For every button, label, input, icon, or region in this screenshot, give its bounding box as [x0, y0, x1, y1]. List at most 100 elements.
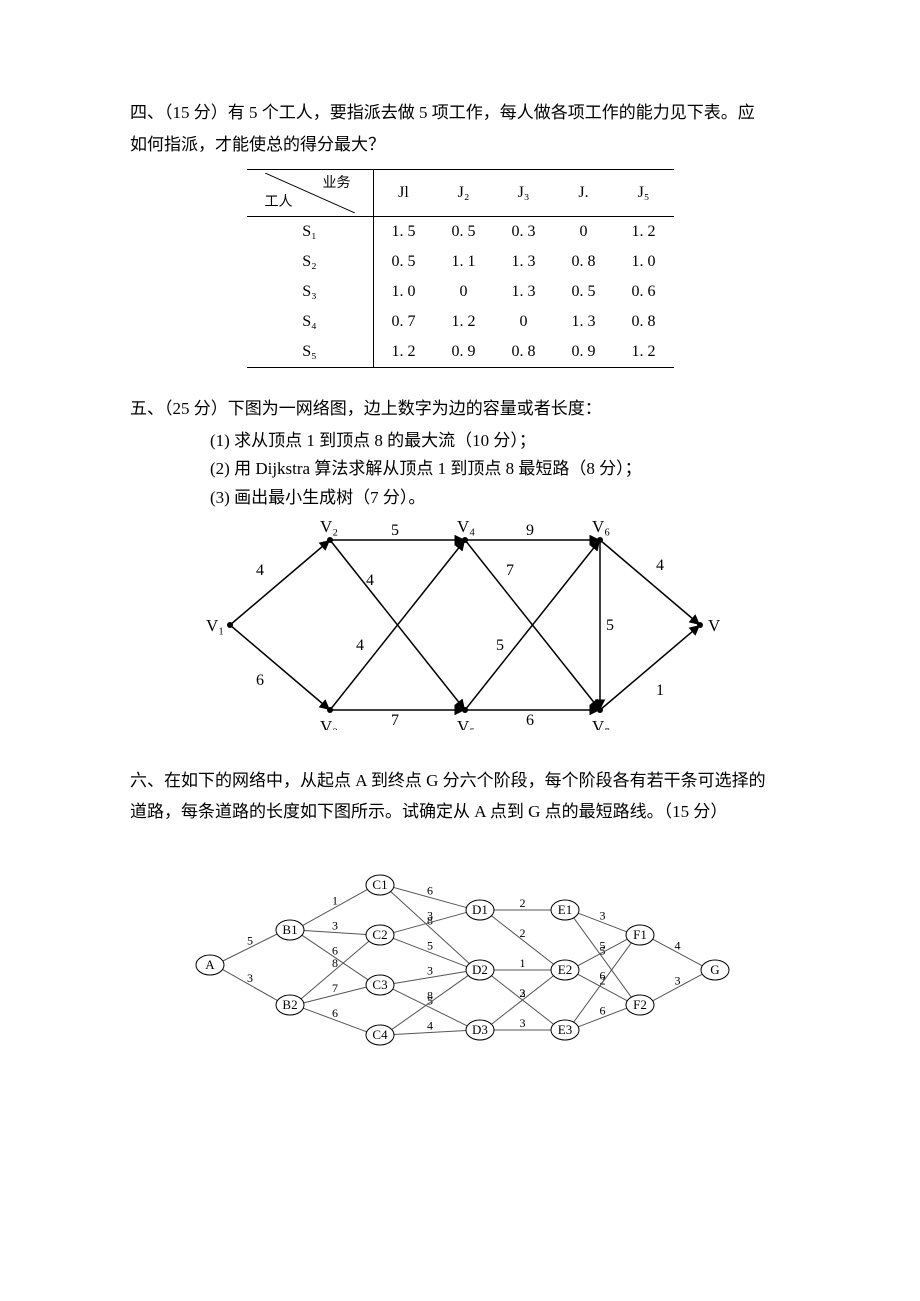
svg-text:2: 2 — [520, 896, 526, 910]
table-row: S₅1. 20. 90. 80. 91. 2 — [247, 337, 674, 368]
table-header-row: 业务 工人 Jl J₂ J₃ J. J₅ — [247, 170, 674, 217]
cell: 1. 2 — [614, 217, 674, 248]
row-label: S₂ — [247, 247, 374, 277]
diag-header-cell: 业务 工人 — [265, 173, 355, 213]
cell: 0. 7 — [373, 307, 434, 337]
svg-text:3: 3 — [675, 973, 681, 987]
svg-text:6: 6 — [600, 968, 606, 982]
svg-text:4: 4 — [356, 637, 364, 654]
svg-text:1: 1 — [656, 682, 664, 699]
cell: 0. 8 — [494, 337, 554, 368]
cell: 1. 2 — [614, 337, 674, 368]
svg-text:7: 7 — [391, 712, 399, 729]
col-head: J₃ — [494, 170, 554, 217]
svg-text:3: 3 — [427, 963, 433, 977]
table-row: S₄0. 71. 201. 30. 8 — [247, 307, 674, 337]
q6-graph: 531368766835358422123335526643AB1B2C1C2C… — [180, 855, 740, 1065]
table-row: S₁1. 50. 50. 301. 2 — [247, 217, 674, 248]
q6-prompt-1: 六、在如下的网络中，从起点 A 到终点 G 分六个阶段，每个阶段各有若干条可选择… — [130, 768, 790, 794]
svg-text:3: 3 — [520, 1016, 526, 1030]
cell: 1. 2 — [434, 307, 494, 337]
svg-text:D2: D2 — [472, 962, 488, 977]
q5-sublist: (1) 求从顶点 1 到顶点 8 的最大流（10 分）； (2) 用 Dijks… — [210, 428, 790, 511]
cell: 0. 8 — [554, 247, 614, 277]
cell: 1. 3 — [554, 307, 614, 337]
svg-text:E2: E2 — [558, 962, 572, 977]
cell: 0. 3 — [494, 217, 554, 248]
col-head: Jl — [373, 170, 434, 217]
svg-text:6: 6 — [256, 672, 264, 689]
cell: 1. 3 — [494, 277, 554, 307]
svg-text:6: 6 — [427, 883, 433, 897]
cell: 0. 5 — [373, 247, 434, 277]
row-label: S₄ — [247, 307, 374, 337]
svg-text:V₄: V₄ — [457, 520, 475, 536]
svg-text:5: 5 — [391, 522, 399, 539]
svg-text:V₁: V₁ — [206, 616, 224, 635]
svg-text:6: 6 — [332, 1006, 338, 1020]
svg-text:5: 5 — [247, 933, 253, 947]
cell: 1. 3 — [494, 247, 554, 277]
cell: 1. 0 — [373, 277, 434, 307]
q4-prompt-1: 四、（15 分）有 5 个工人，要指派去做 5 项工作，每人做各项工作的能力见下… — [130, 100, 790, 126]
q5-graph-wrap: 4654479756541V₁V₂V₃V₄V₅V₆V₇V₈ — [130, 520, 790, 738]
svg-text:8: 8 — [427, 988, 433, 1002]
table-row: S₂0. 51. 11. 30. 81. 0 — [247, 247, 674, 277]
svg-text:3: 3 — [247, 971, 253, 985]
svg-text:4: 4 — [656, 557, 664, 574]
cell: 1. 1 — [434, 247, 494, 277]
svg-text:C1: C1 — [372, 877, 387, 892]
svg-text:C2: C2 — [372, 927, 387, 942]
svg-text:5: 5 — [427, 938, 433, 952]
col-head: J₂ — [434, 170, 494, 217]
svg-text:F2: F2 — [633, 997, 647, 1012]
corner-bottom: 工人 — [265, 192, 293, 213]
q5-item: (3) 画出最小生成树（7 分）。 — [210, 485, 790, 511]
svg-text:2: 2 — [520, 926, 526, 940]
svg-text:5: 5 — [606, 617, 614, 634]
row-label: S₁ — [247, 217, 374, 248]
svg-text:3: 3 — [600, 908, 606, 922]
cell: 0 — [494, 307, 554, 337]
svg-text:4: 4 — [427, 1018, 433, 1032]
svg-text:9: 9 — [526, 522, 534, 539]
svg-text:V₇: V₇ — [592, 717, 610, 730]
svg-text:6: 6 — [526, 712, 534, 729]
col-head: J₅ — [614, 170, 674, 217]
svg-text:C4: C4 — [372, 1027, 388, 1042]
svg-text:1: 1 — [520, 956, 526, 970]
corner-top: 业务 — [323, 173, 351, 194]
cell: 0 — [434, 277, 494, 307]
cell: 0. 9 — [554, 337, 614, 368]
svg-text:8: 8 — [332, 956, 338, 970]
row-label: S₃ — [247, 277, 374, 307]
svg-text:F1: F1 — [633, 927, 647, 942]
cell: 0. 5 — [554, 277, 614, 307]
q5-prompt: 五、（25 分）下图为一网络图，边上数字为边的容量或者长度： — [130, 396, 790, 422]
cell: 1. 0 — [614, 247, 674, 277]
svg-text:V₂: V₂ — [320, 520, 338, 536]
svg-text:5: 5 — [496, 637, 504, 654]
svg-text:4: 4 — [256, 562, 264, 579]
row-label: S₅ — [247, 337, 374, 368]
svg-text:7: 7 — [506, 562, 514, 579]
q6-prompt-2: 道路，每条道路的长度如下图所示。试确定从 A 点到 G 点的最短路线。（15 分… — [130, 799, 790, 825]
svg-text:5: 5 — [600, 938, 606, 952]
col-head: J. — [554, 170, 614, 217]
cell: 0. 6 — [614, 277, 674, 307]
svg-text:3: 3 — [332, 918, 338, 932]
svg-text:4: 4 — [675, 938, 681, 952]
q4-prompt-2: 如何指派，才能使总的得分最大？ — [130, 132, 790, 158]
q5-graph: 4654479756541V₁V₂V₃V₄V₅V₆V₇V₈ — [200, 520, 720, 730]
svg-text:V₆: V₆ — [592, 520, 610, 536]
cell: 1. 2 — [373, 337, 434, 368]
q5-item: (2) 用 Dijkstra 算法求解从顶点 1 到顶点 8 最短路（8 分）； — [210, 456, 790, 482]
svg-text:B1: B1 — [282, 922, 297, 937]
svg-text:E1: E1 — [558, 902, 572, 917]
svg-text:E3: E3 — [558, 1022, 572, 1037]
table-row: S₃1. 001. 30. 50. 6 — [247, 277, 674, 307]
cell: 0. 5 — [434, 217, 494, 248]
cell: 0 — [554, 217, 614, 248]
cell: 0. 9 — [434, 337, 494, 368]
svg-text:1: 1 — [332, 893, 338, 907]
